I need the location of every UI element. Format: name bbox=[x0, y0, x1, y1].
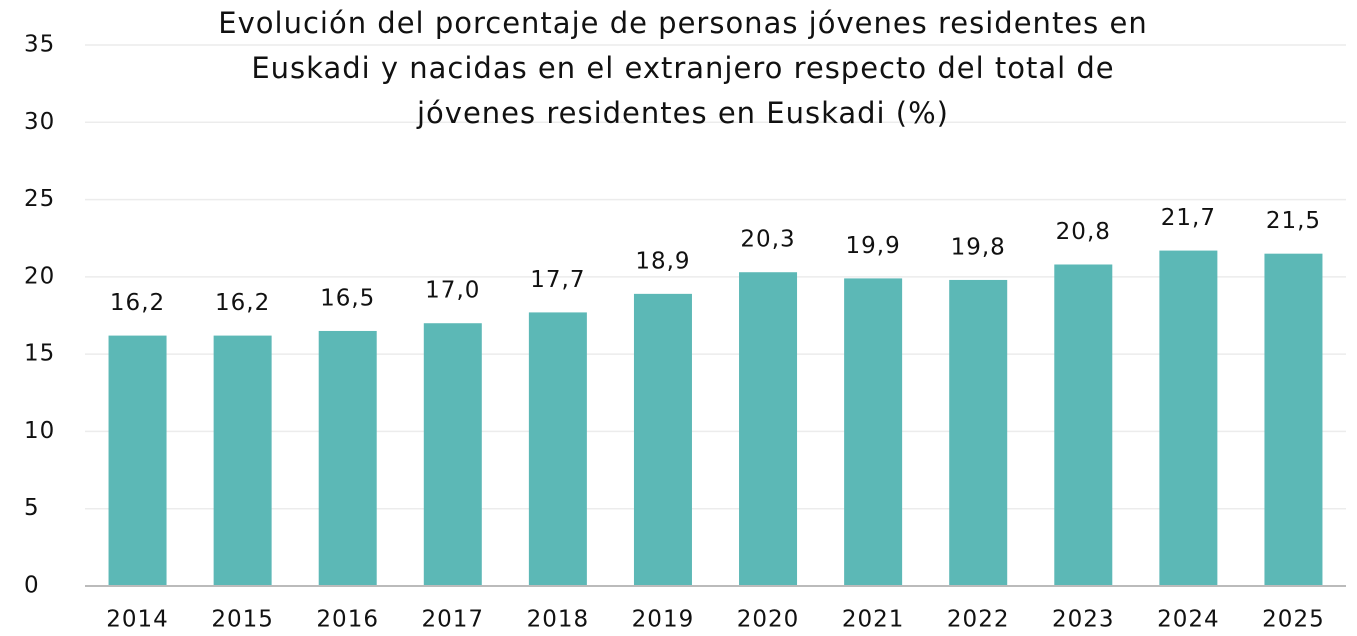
value-label: 16,5 bbox=[320, 285, 375, 311]
value-label: 20,8 bbox=[1056, 219, 1111, 245]
x-tick-label: 2021 bbox=[842, 607, 905, 633]
x-tick-label: 2020 bbox=[737, 607, 800, 633]
y-tick-label: 20 bbox=[24, 263, 55, 289]
chart-title: Euskadi y nacidas en el extranjero respe… bbox=[251, 51, 1114, 85]
x-tick-label: 2015 bbox=[211, 607, 274, 633]
bar bbox=[1264, 253, 1323, 586]
value-label: 21,5 bbox=[1266, 208, 1321, 234]
bar bbox=[949, 279, 1008, 586]
y-tick-label: 10 bbox=[24, 418, 55, 444]
x-tick-label: 2018 bbox=[527, 607, 590, 633]
value-label: 19,9 bbox=[846, 233, 901, 259]
value-label: 18,9 bbox=[635, 248, 690, 274]
bar bbox=[633, 293, 692, 586]
y-tick-label: 0 bbox=[24, 573, 40, 599]
bar bbox=[213, 335, 272, 586]
y-tick-label: 30 bbox=[24, 109, 55, 135]
x-tick-label: 2023 bbox=[1052, 607, 1115, 633]
x-tick-label: 2014 bbox=[106, 607, 169, 633]
chart-title: Evolución del porcentaje de personas jóv… bbox=[218, 6, 1147, 40]
value-label: 17,7 bbox=[530, 267, 585, 293]
bar bbox=[1054, 264, 1113, 586]
y-tick-label: 35 bbox=[24, 32, 55, 58]
x-tick-label: 2025 bbox=[1262, 607, 1325, 633]
bar bbox=[528, 312, 587, 586]
bar bbox=[423, 323, 482, 586]
x-tick-label: 2022 bbox=[947, 607, 1010, 633]
x-tick-label: 2019 bbox=[632, 607, 695, 633]
x-tick-label: 2016 bbox=[316, 607, 379, 633]
value-label: 16,2 bbox=[110, 290, 165, 316]
value-label: 16,2 bbox=[215, 290, 270, 316]
bar bbox=[318, 330, 377, 586]
value-label: 19,8 bbox=[951, 234, 1006, 260]
value-label: 21,7 bbox=[1161, 205, 1216, 231]
y-tick-label: 25 bbox=[24, 186, 55, 212]
y-tick-label: 5 bbox=[24, 495, 40, 521]
y-tick-label: 15 bbox=[24, 341, 55, 367]
bar bbox=[739, 272, 798, 586]
x-tick-label: 2024 bbox=[1157, 607, 1220, 633]
bar bbox=[844, 278, 903, 586]
chart-title: jóvenes residentes en Euskadi (%) bbox=[416, 96, 949, 130]
value-label: 17,0 bbox=[425, 278, 480, 304]
bar bbox=[108, 335, 167, 586]
value-label: 20,3 bbox=[740, 227, 795, 253]
bar bbox=[1159, 250, 1218, 586]
x-tick-label: 2017 bbox=[422, 607, 485, 633]
